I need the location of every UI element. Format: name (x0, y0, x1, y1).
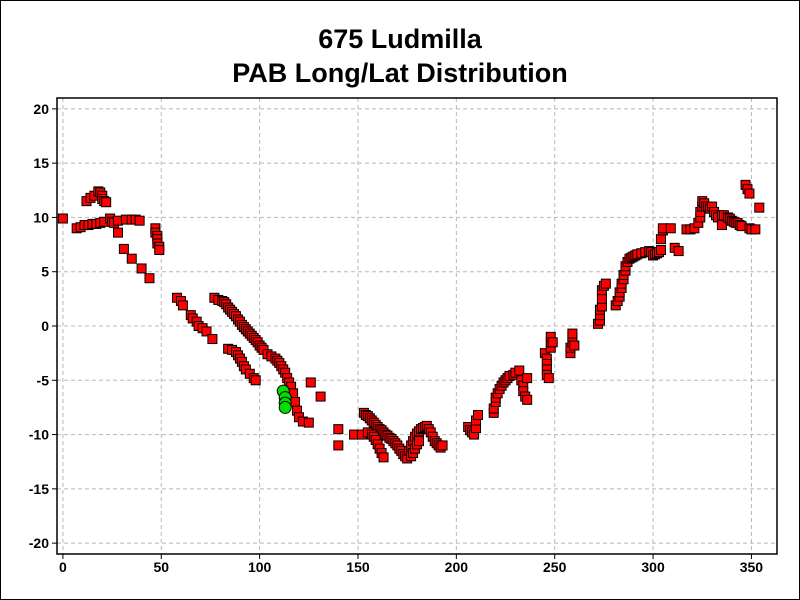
red-square-point (413, 436, 424, 447)
tick-labels: 0 50 100 150 200 250 300 350 -20 -15 -10 -5 0 5 10 15 20 (29, 101, 764, 575)
x-tick-label: 250 (543, 559, 567, 575)
red-square-point (112, 227, 123, 238)
red-square-point (134, 215, 145, 226)
y-tick-label: 10 (33, 209, 49, 225)
red-square-point (315, 391, 326, 402)
y-tick-label: -20 (29, 535, 49, 551)
y-tick-label: -15 (29, 481, 49, 497)
red-square-point (126, 253, 137, 264)
red-square-series (57, 179, 765, 464)
y-tick-label: 15 (33, 155, 49, 171)
red-square-point (522, 394, 533, 405)
x-tick-label: 300 (641, 559, 665, 575)
red-square-point (333, 440, 344, 451)
green-circle-series (276, 384, 292, 414)
red-square-point (665, 223, 676, 234)
red-square-point (567, 328, 578, 339)
red-square-point (57, 213, 68, 224)
red-square-point (754, 202, 765, 213)
red-square-point (250, 375, 261, 386)
red-square-point (472, 410, 483, 421)
x-tick-label: 150 (346, 559, 370, 575)
red-square-point (569, 340, 580, 351)
red-square-point (144, 273, 155, 284)
x-tick-label: 50 (153, 559, 169, 575)
red-square-point (547, 337, 558, 348)
red-square-point (673, 246, 684, 257)
y-tick-label: 5 (41, 264, 49, 280)
x-tick-label: 0 (59, 559, 67, 575)
red-square-point (655, 245, 666, 255)
red-square-point (101, 197, 112, 208)
red-square-point (543, 373, 554, 384)
x-tick-label: 100 (248, 559, 272, 575)
red-square-point (305, 377, 316, 388)
red-square-point (136, 263, 147, 274)
red-square-point (333, 424, 344, 435)
grid-lines (57, 98, 777, 554)
y-tick-label: -5 (37, 372, 50, 388)
red-square-point (600, 278, 611, 289)
chart-subtitle: PAB Long/Lat Distribution (232, 58, 568, 88)
red-square-point (201, 326, 212, 337)
red-square-point (177, 300, 188, 311)
red-square-point (750, 224, 761, 235)
red-square-point (290, 397, 301, 407)
red-square-point (118, 243, 129, 254)
y-tick-label: 20 (33, 101, 49, 117)
red-square-point (514, 365, 525, 376)
red-square-point (744, 188, 755, 199)
red-square-point (378, 452, 389, 463)
red-square-point (154, 245, 165, 255)
red-square-point (716, 220, 727, 231)
y-tick-label: 0 (41, 318, 49, 334)
x-tick-label: 350 (740, 559, 764, 575)
red-square-point (437, 440, 448, 451)
red-square-point (522, 373, 533, 384)
red-square-point (596, 293, 607, 304)
red-square-point (303, 417, 314, 428)
y-tick-label: -10 (29, 427, 49, 443)
x-tick-label: 200 (445, 559, 469, 575)
red-square-point (655, 234, 666, 245)
chart-title: 675 Ludmilla (318, 24, 482, 54)
green-circle-point (278, 400, 292, 414)
red-square-point (207, 334, 218, 345)
plot-area-border (56, 97, 778, 555)
